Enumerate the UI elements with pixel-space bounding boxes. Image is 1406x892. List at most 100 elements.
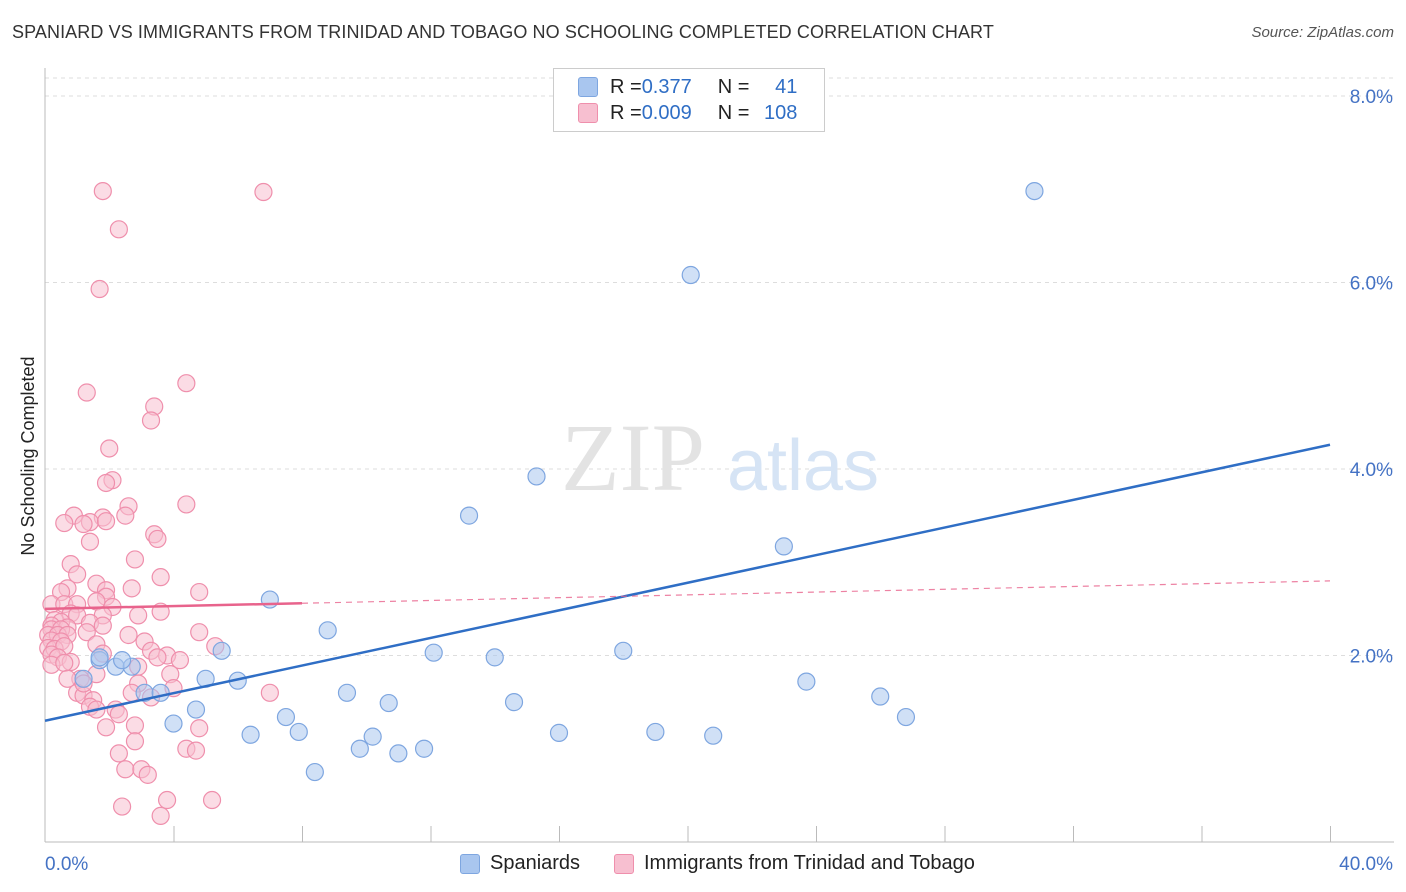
data-point [141, 411, 161, 430]
data-point [151, 683, 170, 702]
data-point [424, 643, 443, 662]
n-label: N = [717, 75, 750, 98]
data-point [112, 651, 132, 670]
data-point [350, 739, 369, 758]
data-point [896, 707, 916, 727]
data-point [1025, 181, 1044, 201]
data-point [177, 374, 196, 393]
data-point [459, 506, 479, 525]
axes [44, 68, 1394, 843]
source-credit: Source: ZipAtlas.com [1251, 24, 1394, 41]
legend-label: Spaniards [490, 852, 581, 874]
r-value: 0.377 [641, 75, 692, 98]
data-point [190, 582, 209, 602]
data-point [80, 532, 100, 551]
data-point [260, 590, 279, 609]
data-point [871, 687, 890, 706]
data-point [68, 565, 87, 584]
data-point [254, 182, 273, 202]
spaniards-trend-line [44, 443, 1331, 722]
data-point [112, 797, 132, 816]
data-point [177, 495, 196, 514]
data-point [109, 220, 128, 239]
data-point [77, 383, 96, 402]
data-point [190, 623, 209, 642]
data-point [289, 722, 308, 742]
data-point [305, 762, 324, 782]
y-tick-label: 2.0% [1350, 646, 1393, 667]
data-point [93, 181, 112, 201]
data-point [151, 568, 170, 587]
r-value: 0.009 [641, 101, 692, 124]
data-point [504, 693, 524, 712]
legend-item-spaniards[interactable]: Spaniards [460, 852, 580, 875]
data-point [276, 707, 296, 727]
watermark-zip: ZIP [561, 404, 705, 511]
data-point [164, 714, 183, 733]
r-label: R = [610, 101, 642, 124]
data-point [109, 744, 128, 763]
data-point [389, 744, 408, 763]
data-point [90, 648, 109, 667]
data-point [119, 625, 138, 645]
data-point [109, 705, 128, 724]
legend-row-immigrants: R = 0.009 N = 108 [578, 101, 797, 125]
data-point [485, 648, 504, 667]
grid-lines [45, 77, 1394, 656]
blue-swatch-icon [460, 853, 480, 874]
data-point [122, 579, 141, 598]
pink-swatch-icon [578, 103, 598, 123]
pink-swatch-icon [614, 853, 634, 874]
data-point [100, 439, 119, 458]
data-point [170, 651, 190, 670]
y-tick-label: 6.0% [1350, 273, 1393, 294]
data-point [186, 700, 206, 719]
immigrants-trend-line [44, 602, 303, 611]
tick-labels: 2.0% 4.0% 6.0% 8.0% 0.0% 40.0% [45, 87, 1393, 875]
data-point [363, 727, 382, 746]
data-point [125, 550, 145, 569]
x-tick-label: 40.0% [1339, 854, 1393, 875]
data-point [527, 467, 546, 486]
data-point [646, 722, 665, 742]
data-point [138, 765, 157, 784]
data-point [241, 725, 260, 744]
legend-item-immigrants[interactable]: Immigrants from Trinidad and Tobago [614, 852, 975, 875]
data-point [96, 473, 116, 493]
data-point [96, 512, 116, 531]
y-axis-label: No Schooling Completed [18, 356, 38, 555]
watermark-atlas: atlas [727, 426, 879, 506]
data-point [55, 513, 74, 533]
data-point [186, 741, 206, 760]
data-point [96, 718, 116, 737]
n-value: 41 [775, 75, 798, 98]
data-point [90, 279, 109, 299]
data-point [212, 641, 231, 660]
watermark: ZIP atlas [561, 404, 879, 511]
data-point [116, 506, 135, 525]
data-point [125, 716, 145, 735]
data-point [549, 723, 569, 742]
data-point [414, 739, 434, 758]
y-tick-label: 8.0% [1350, 87, 1393, 108]
n-value: 108 [764, 101, 798, 124]
data-point [74, 514, 93, 534]
data-point [202, 790, 222, 810]
legend-row-spaniards: R = 0.377 N = 41 [578, 75, 797, 99]
x-tick-label: 0.0% [45, 854, 88, 875]
spaniards-points [74, 94, 1044, 782]
data-point [74, 669, 93, 688]
trend-lines [44, 443, 1331, 722]
r-label: R = [610, 75, 642, 98]
blue-swatch-icon [578, 77, 598, 97]
data-point [260, 683, 279, 702]
data-point [151, 806, 170, 825]
data-point [614, 641, 633, 660]
data-point [148, 529, 167, 549]
data-point [55, 653, 74, 673]
correlation-legend: R = 0.377 N = 41 R = 0.009 N = 108 [553, 68, 825, 132]
data-point [681, 265, 700, 285]
data-point [93, 616, 112, 635]
data-point [190, 719, 209, 738]
